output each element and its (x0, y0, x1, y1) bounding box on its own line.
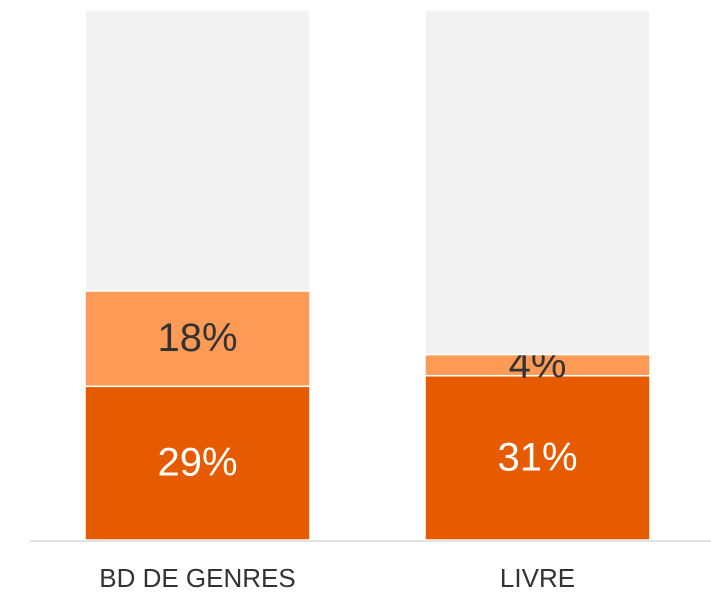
bar-segment (84, 290, 311, 388)
value-label: 31% (497, 435, 577, 479)
bar-segment (84, 9, 311, 292)
value-label: 18% (157, 316, 237, 360)
x-tick-label: LIVRE (500, 563, 575, 592)
value-label: 29% (157, 441, 237, 485)
bar-segment (84, 385, 311, 541)
bar-segment (424, 9, 651, 356)
x-tick-label: BD DE GENRES (99, 563, 296, 592)
